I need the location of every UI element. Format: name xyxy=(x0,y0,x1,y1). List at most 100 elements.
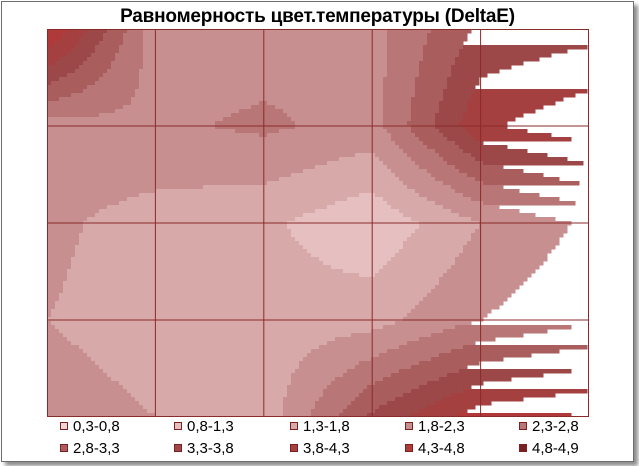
contour-band xyxy=(95,49,120,54)
contour-band xyxy=(143,405,284,410)
contour-band xyxy=(327,385,368,390)
contour-band xyxy=(47,157,340,162)
contour-band xyxy=(411,109,440,114)
contour-band xyxy=(383,77,416,82)
legend-label: 3,8-4,3 xyxy=(303,439,350,457)
contour-band xyxy=(63,285,436,290)
contour-band xyxy=(387,69,420,74)
legend-swatch xyxy=(290,422,298,430)
contour-band xyxy=(407,237,472,242)
contour-band xyxy=(51,321,396,326)
contour-band xyxy=(47,65,80,70)
contour-band xyxy=(387,201,436,206)
contour-band xyxy=(79,237,296,242)
contour-band xyxy=(415,189,456,194)
contour-band xyxy=(47,229,84,234)
contour-band xyxy=(443,157,476,162)
contour-band xyxy=(59,77,100,82)
contour-band xyxy=(47,141,396,146)
contour-band xyxy=(419,301,504,306)
contour-band xyxy=(467,129,528,134)
contour-band xyxy=(379,353,440,358)
contour-band xyxy=(47,89,84,94)
contour-band xyxy=(99,113,232,118)
contour-band xyxy=(355,365,412,370)
contour-band xyxy=(287,393,324,398)
contour-band xyxy=(427,37,468,42)
contour-band xyxy=(51,309,412,314)
contour-band xyxy=(115,57,144,62)
contour-band xyxy=(411,233,472,238)
contour-band xyxy=(47,237,80,242)
contour-band xyxy=(275,105,384,110)
contour-band xyxy=(75,249,308,254)
contour-band xyxy=(47,49,72,54)
contour-band xyxy=(403,213,460,218)
contour-band xyxy=(383,325,456,330)
contour-band xyxy=(399,345,464,350)
contour-band xyxy=(71,341,328,346)
contour-band xyxy=(383,197,428,202)
contour-band xyxy=(47,289,64,294)
contour-band xyxy=(311,349,388,354)
contour-band xyxy=(407,121,436,126)
contour-band xyxy=(443,97,472,102)
contour-band xyxy=(383,113,412,118)
contour-band xyxy=(311,409,344,414)
contour-band xyxy=(427,33,468,38)
contour-band xyxy=(387,53,424,58)
contour-band xyxy=(435,201,484,206)
contour-band xyxy=(375,193,420,198)
contour-band xyxy=(47,77,60,82)
contour-band xyxy=(143,61,388,66)
contour-band xyxy=(455,261,544,266)
contour-band xyxy=(135,397,284,402)
contour-band xyxy=(47,341,72,346)
contour-band xyxy=(459,145,508,150)
contour-band xyxy=(299,241,404,246)
contour-band xyxy=(131,97,384,102)
contour-band xyxy=(47,397,136,402)
contour-band xyxy=(47,185,204,190)
contour-band xyxy=(79,233,292,238)
contour-band xyxy=(47,93,72,98)
contour-band xyxy=(55,61,84,66)
contour-band xyxy=(471,217,556,222)
contour-band xyxy=(251,105,276,110)
contour-band xyxy=(99,41,124,46)
contour-band xyxy=(335,201,388,206)
contour-band xyxy=(139,73,388,78)
contour-band xyxy=(47,45,52,50)
contour-band xyxy=(319,257,392,262)
contour-band xyxy=(435,121,460,126)
contour-band xyxy=(359,193,376,198)
contour-band xyxy=(383,125,412,130)
contour-band xyxy=(411,117,436,122)
contour-band xyxy=(387,45,424,50)
legend-item: 0,3-0,8 xyxy=(60,417,120,435)
contour-band xyxy=(475,89,588,94)
contour-band xyxy=(415,93,444,98)
contour-band xyxy=(47,41,56,46)
contour-band xyxy=(103,369,296,374)
legend-label: 1,8-2,3 xyxy=(418,417,465,435)
contour-band xyxy=(47,109,116,114)
contour-band xyxy=(463,117,516,122)
legend-swatch xyxy=(519,422,527,430)
contour-band xyxy=(87,57,116,62)
contour-band xyxy=(47,181,268,186)
contour-band xyxy=(471,97,564,102)
contour-band xyxy=(387,33,428,38)
contour-band xyxy=(47,245,76,250)
contour-band xyxy=(435,117,464,122)
legend-item: 3,8-4,3 xyxy=(290,439,350,457)
contour-band xyxy=(351,333,432,338)
contour-band xyxy=(459,369,572,374)
contour-band xyxy=(47,361,96,366)
contour-band xyxy=(51,81,96,86)
contour-band xyxy=(435,401,492,406)
contour-band xyxy=(59,329,372,334)
contour-band xyxy=(83,61,112,66)
contour-band xyxy=(47,145,400,150)
contour-band xyxy=(407,341,476,346)
